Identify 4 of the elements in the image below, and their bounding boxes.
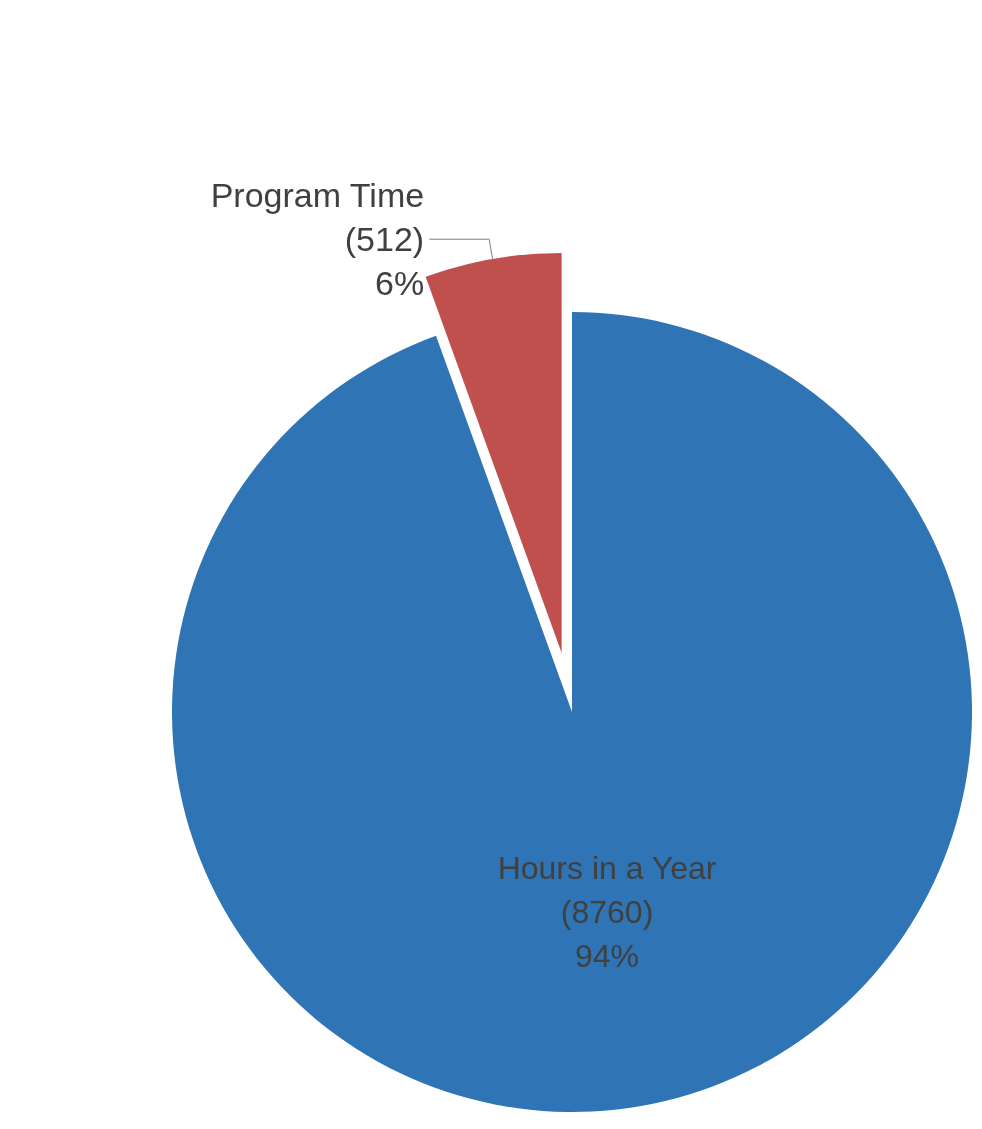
slice-label: Program Time: [210, 176, 425, 215]
data-label: (8760) 94%: [560, 893, 654, 974]
slice-label: Hours in a Year: [497, 849, 717, 886]
data-label: (512) 6%: [344, 220, 425, 303]
